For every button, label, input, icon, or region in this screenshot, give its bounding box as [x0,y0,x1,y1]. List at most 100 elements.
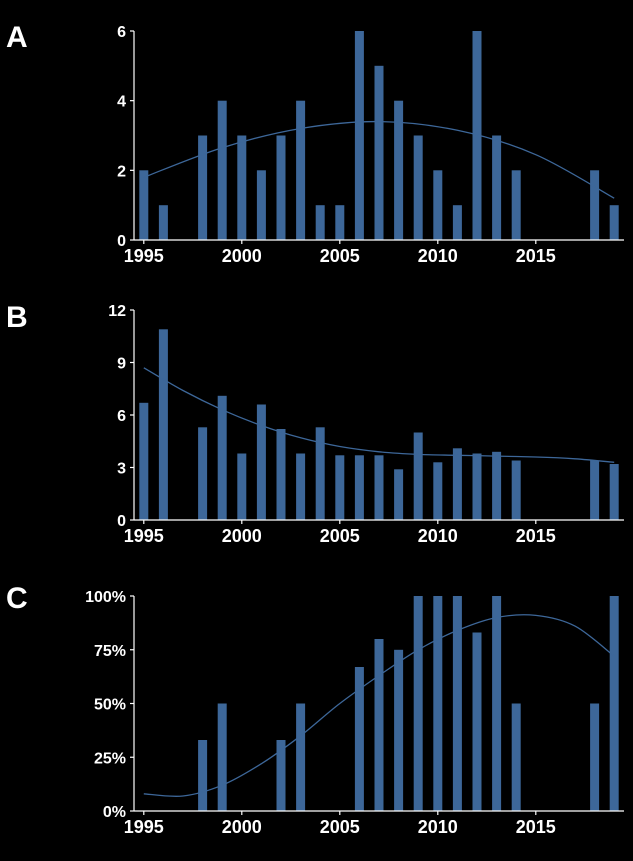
panel-c-bar-2013 [492,596,502,811]
panel-b-bar-2014 [511,460,521,520]
panel-a-yticks: 0 2 4 6 [117,24,134,250]
panel-b-ytick-label: 0 [117,513,126,530]
panel-c-xtick-label: 2010 [418,817,458,837]
panel-b-bar-2013 [492,451,502,521]
panel-a-bar-2006 [354,31,364,240]
panel-a-bar-1998 [198,135,208,240]
panel-a-bar-2005 [335,205,345,240]
panel-a-ytick-label: 4 [117,94,126,111]
panel-b-bar-2019 [609,464,619,520]
panel-c-ytick-label: 25% [94,750,126,767]
panel-b-bar-2002 [276,429,286,520]
panel-c-bar-2009 [413,596,423,811]
panel-a-bar-2001 [256,170,266,240]
panel-c-bars [198,596,619,812]
panel-b-bar-2010 [433,462,443,521]
panel-a-bar-2018 [590,170,600,240]
panel-b-ytick-label: 3 [117,461,126,478]
panel-b-xtick-label: 2010 [418,526,458,546]
panel-b-bar-2012 [472,453,482,520]
panel-b-bar-2004 [315,427,325,521]
panel-a-bar-2003 [296,100,306,240]
panel-c-bar-2018 [590,703,600,811]
panel-b-bar-2011 [452,448,462,521]
panel-a-xtick-label: 2010 [418,246,458,266]
panel-b-xtick-label: 2015 [516,526,556,546]
panel-c-bar-1999 [217,703,227,811]
panel-b-ytick-label: 9 [117,356,126,373]
panel-c-ytick-label: 100% [85,589,126,606]
panel-a-ytick-label: 6 [117,24,126,41]
panel-b-xtick-label: 2000 [222,526,262,546]
panel-c-bar-2012 [472,632,482,811]
panel-a-xtick-label: 1995 [124,246,164,266]
panel-c-xtick-label: 2000 [222,817,262,837]
panel-a-bar-2000 [237,135,247,240]
panel-b-ytick-label: 12 [108,303,126,320]
panel-c-bar-2002 [276,740,286,811]
panel-c-bar-2011 [452,596,462,811]
panel-a-bar-1995 [139,170,149,240]
panel-c-xtick-label: 1995 [124,817,164,837]
panel-b-trendline [143,367,615,463]
panel-b-bar-2008 [394,469,404,521]
panel-b-bar-2003 [296,453,306,520]
panel-c-yticks: 0% 25% 50% 75% 100% [85,589,134,821]
panel-b-bar-2007 [374,455,384,521]
panel-a-bar-1999 [217,100,227,240]
panel-c-bar-2003 [296,703,306,811]
panel-c-letter: C [6,582,28,615]
panel-c-ytick-label: 50% [94,697,126,714]
panel-c-bar-2010 [433,596,443,811]
panel-c: C 0% 25% 50% 75% 100% 1995 2000 2005 2010 2015 [6,582,624,837]
panel-a-ytick-label: 0 [117,233,126,250]
panel-c-trendline [143,614,615,797]
panel-a-bar-2011 [452,205,462,240]
panel-a-letter: A [6,21,28,54]
panel-a-bar-2002 [276,135,286,240]
panel-a-xtick-label: 2005 [320,246,360,266]
panel-c-xtick-label: 2005 [320,817,360,837]
panel-b: B 0 3 6 9 12 1995 2000 2005 2010 2015 [6,301,624,546]
panel-b-bar-1995 [139,402,149,521]
panel-a-bar-2004 [315,205,325,240]
panel-b-yticks: 0 3 6 9 12 [108,303,134,530]
panel-a-bar-2009 [413,135,423,240]
panel-b-bar-1999 [217,395,227,521]
panel-b-xtick-label: 1995 [124,526,164,546]
panel-a-xtick-label: 2015 [516,246,556,266]
panel-b-bar-2000 [237,453,247,520]
panel-c-xtick-label: 2015 [516,817,556,837]
panel-a-xtick-label: 2000 [222,246,262,266]
panel-b-xtick-label: 2005 [320,526,360,546]
panel-a-bar-2019 [609,205,619,240]
panel-a-trendline [143,120,615,199]
panel-a-bar-2014 [511,170,521,240]
panel-b-xticks: 1995 2000 2005 2010 2015 [124,520,556,546]
panel-b-bars [139,329,619,521]
panel-c-bar-2019 [609,596,619,811]
panel-b-letter: B [6,301,28,334]
panel-b-bar-2005 [335,455,345,521]
panel-c-bar-2007 [374,639,384,811]
panel-b-bar-2009 [413,432,423,520]
panel-a-bar-2008 [394,100,404,240]
panel-c-bar-1998 [198,740,208,811]
panel-a-bar-2010 [433,170,443,240]
panel-b-bar-2018 [590,460,600,520]
panel-c-bar-2006 [354,667,364,811]
panel-b-bar-2006 [354,455,364,521]
panel-a-bar-1996 [158,205,168,240]
panel-b-bar-2001 [256,404,266,520]
panel-c-ytick-label: 0% [103,804,126,821]
panel-a-xticks: 1995 2000 2005 2010 2015 [124,240,556,266]
panel-b-ytick-label: 6 [117,408,126,425]
panel-b-bar-1998 [198,427,208,521]
panel-a-bar-2013 [492,135,502,240]
panel-a: A 0 2 4 6 1995 2000 2005 2010 2015 [6,21,624,266]
panel-c-bar-2008 [394,649,404,812]
panel-a-bar-2007 [374,65,384,240]
panel-a-ytick-label: 2 [117,163,126,180]
panel-c-xticks: 1995 2000 2005 2010 2015 [124,811,556,837]
